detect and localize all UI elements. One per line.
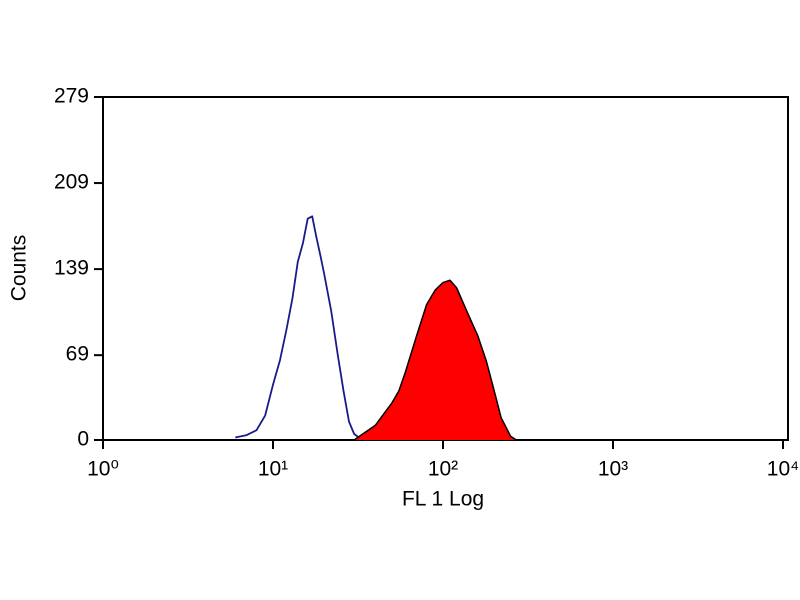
x-tick-label: 10² [428,458,458,481]
x-axis-label: FL 1 Log [402,488,484,511]
histogram-line [235,215,366,441]
y-tick-label: 69 [66,343,89,366]
y-tick-label: 139 [54,257,89,280]
y-axis-label: Counts [8,235,31,302]
y-tick-label: 209 [54,171,89,194]
y-tick-label: 0 [77,428,89,451]
x-tick-label: 10¹ [258,458,288,481]
y-tick-label: 279 [54,85,89,108]
filled-histogram [353,279,517,441]
x-tick-label: 10⁰ [87,458,119,481]
x-tick-label: 10⁴ [767,458,799,481]
x-tick-label: 10³ [598,458,628,481]
